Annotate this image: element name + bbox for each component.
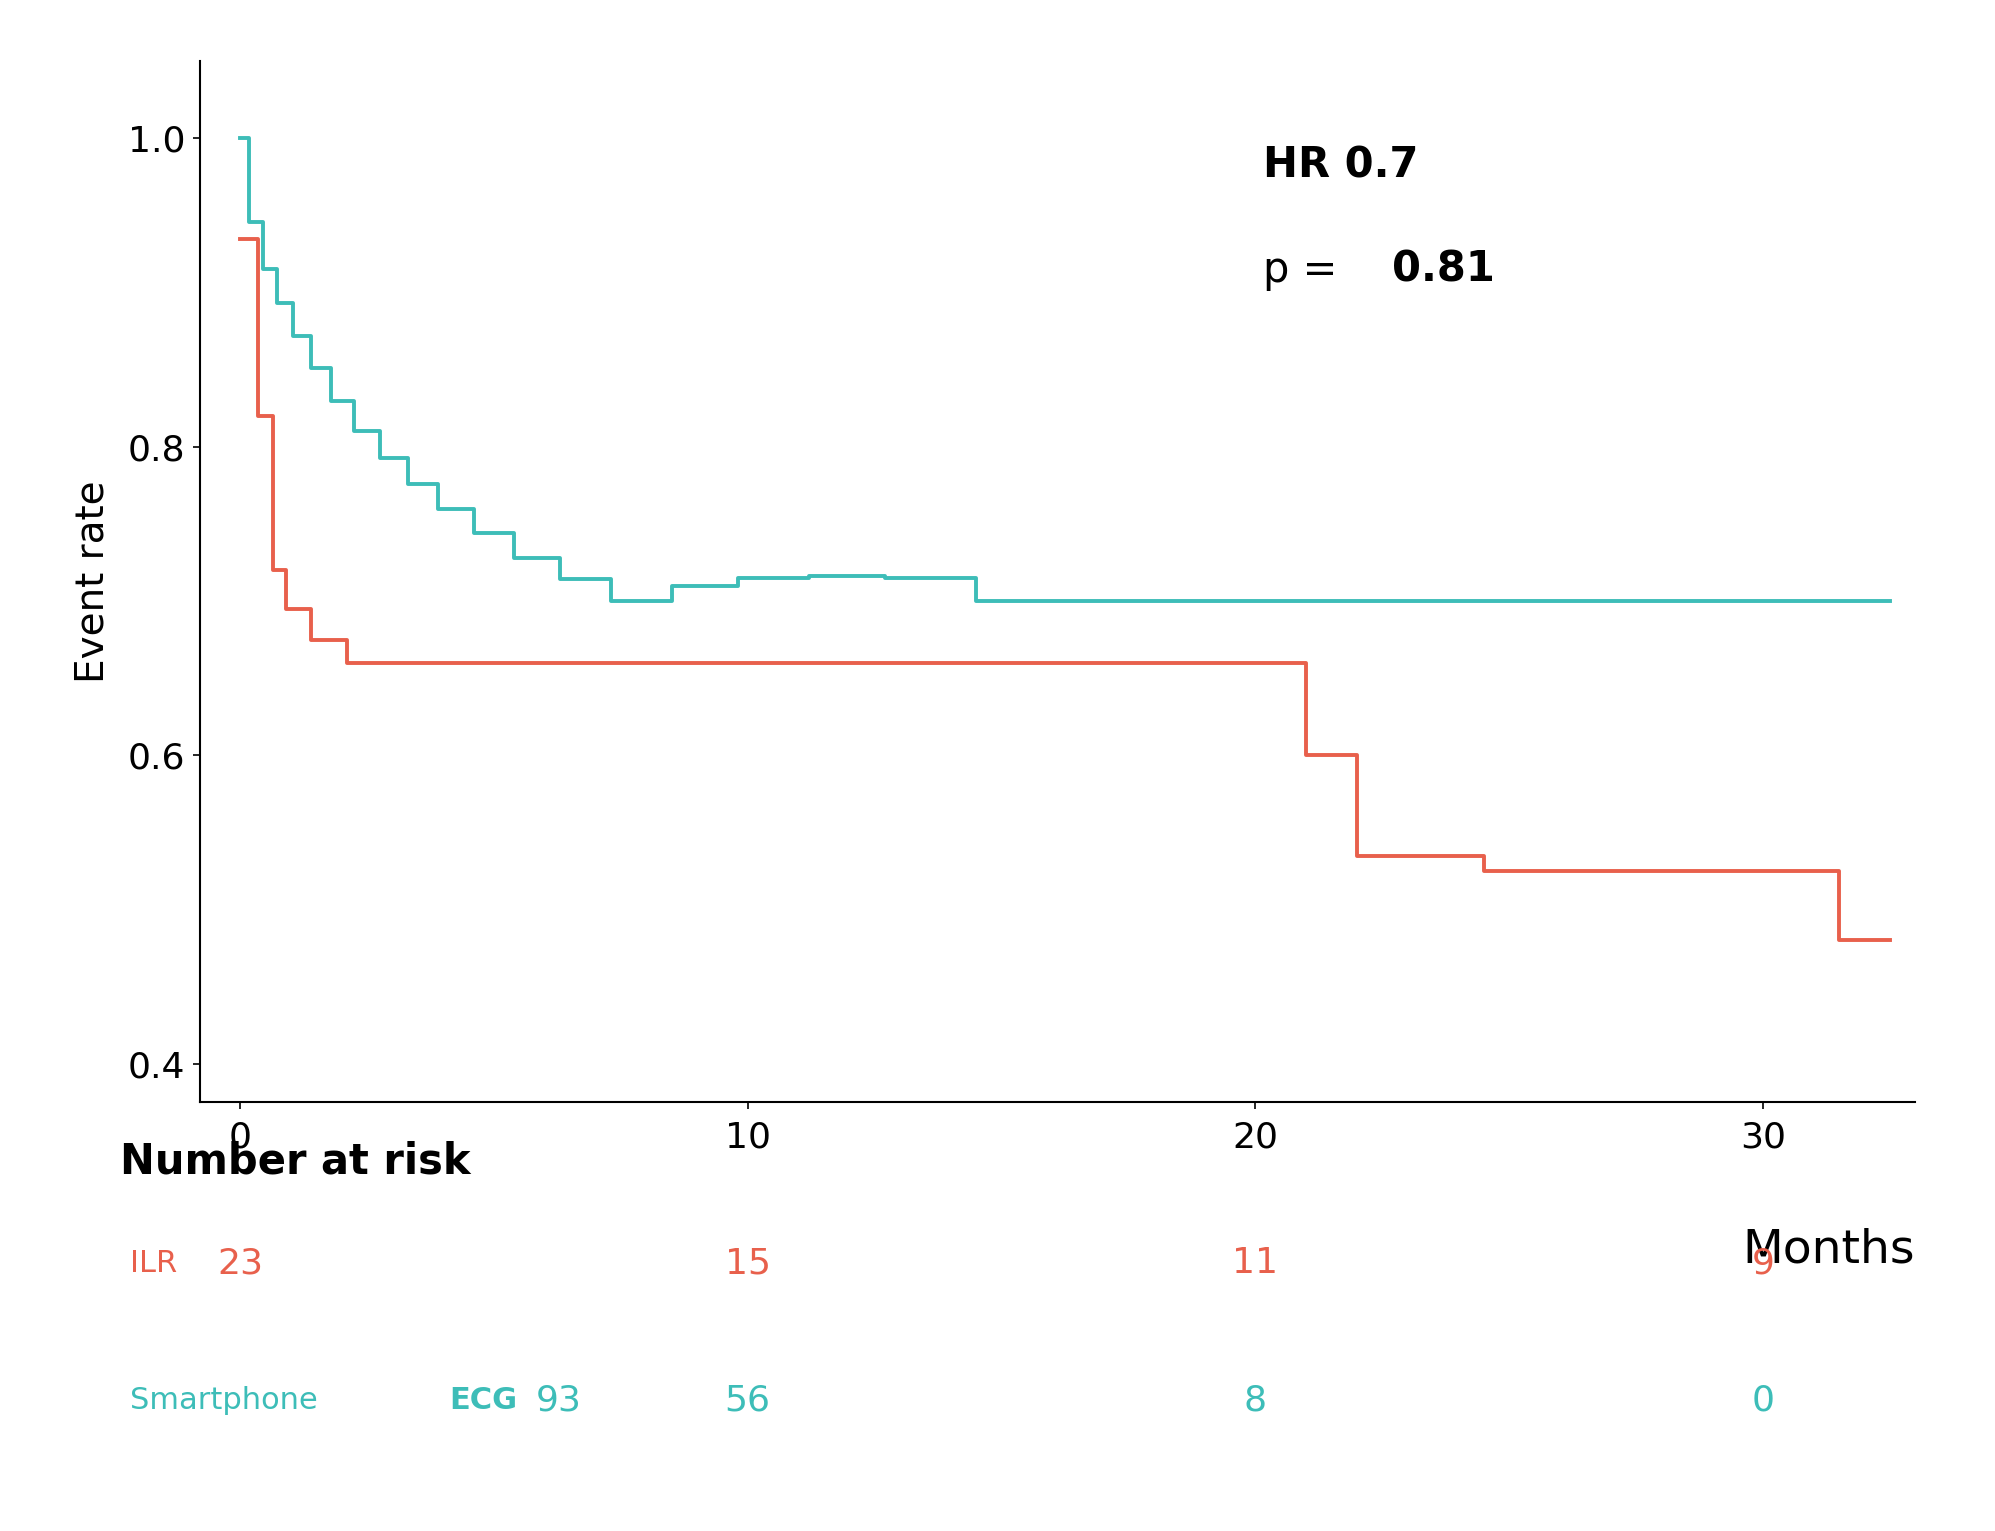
Text: 9: 9 (1752, 1246, 1774, 1280)
Text: ILR: ILR (130, 1249, 178, 1277)
Text: HR 0.7: HR 0.7 (1263, 144, 1418, 187)
Text: 0.81: 0.81 (1393, 248, 1494, 291)
Text: 23: 23 (217, 1246, 263, 1280)
Text: Number at risk: Number at risk (120, 1141, 471, 1182)
Text: 15: 15 (724, 1246, 770, 1280)
Y-axis label: Event rate: Event rate (74, 481, 112, 683)
Text: 11: 11 (1233, 1246, 1279, 1280)
Text: 56: 56 (724, 1384, 770, 1418)
Text: 8: 8 (1243, 1384, 1267, 1418)
Text: Smartphone: Smartphone (130, 1387, 327, 1415)
Text: ECG: ECG (449, 1387, 517, 1415)
Text: 93: 93 (537, 1384, 583, 1418)
Text: 0: 0 (1752, 1384, 1774, 1418)
Text: p =: p = (1263, 248, 1351, 291)
Text: Months: Months (1744, 1228, 1915, 1272)
